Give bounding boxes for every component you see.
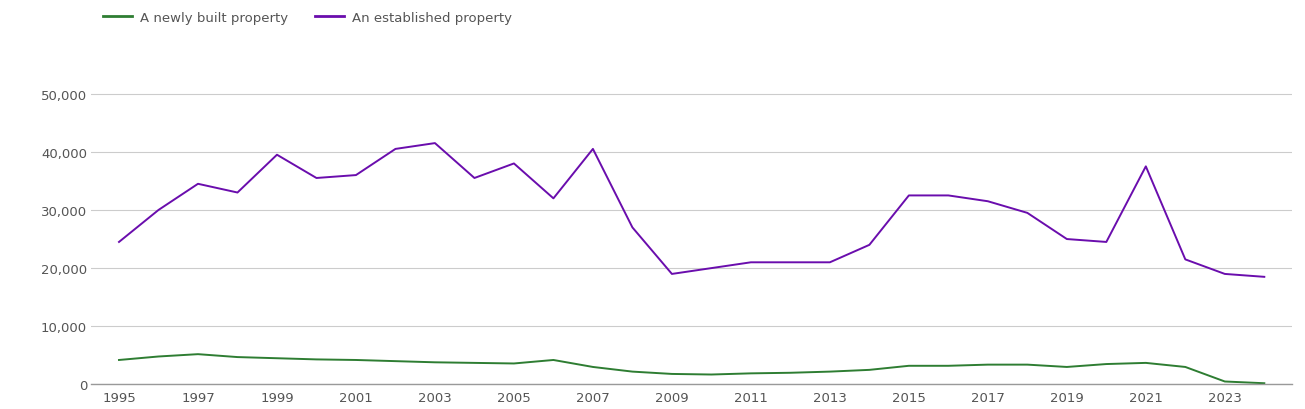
A newly built property [388,359,403,364]
An established property [743,260,758,265]
A newly built property [1218,379,1233,384]
An established property [230,191,245,196]
An established property [783,260,799,265]
A newly built property [861,368,877,373]
An established property [1177,257,1193,262]
A newly built property [664,371,680,376]
A newly built property [1257,381,1272,386]
An established property [388,147,403,152]
An established property [1138,164,1154,169]
An established property [427,141,442,146]
A newly built property [150,354,166,359]
An established property [150,208,166,213]
Line: An established property: An established property [119,144,1265,277]
A newly built property [348,357,364,362]
An established property [1019,211,1035,216]
A newly built property [1138,361,1154,366]
An established property [703,266,719,271]
An established property [545,196,561,201]
A newly built property [783,371,799,375]
A newly built property [191,352,206,357]
A newly built property [506,361,522,366]
An established property [664,272,680,277]
A newly built property [585,364,600,369]
A newly built property [545,357,561,362]
An established property [1218,272,1233,277]
An established property [941,193,957,198]
A newly built property [900,364,916,369]
An established property [625,225,641,230]
Line: A newly built property: A newly built property [119,354,1265,383]
A newly built property [427,360,442,365]
An established property [269,153,284,158]
A newly built property [743,371,758,376]
A newly built property [230,355,245,360]
An established property [348,173,364,178]
An established property [1099,240,1114,245]
A newly built property [1177,364,1193,369]
An established property [1060,237,1075,242]
A newly built property [1099,362,1114,366]
A newly built property [941,364,957,369]
An established property [309,176,325,181]
A newly built property [980,362,996,367]
A newly built property [269,356,284,361]
A newly built property [309,357,325,362]
An established property [980,199,996,204]
An established property [585,147,600,152]
A newly built property [703,372,719,377]
An established property [191,182,206,187]
An established property [467,176,483,181]
A newly built property [625,369,641,374]
An established property [822,260,838,265]
An established property [111,240,127,245]
An established property [900,193,916,198]
A newly built property [822,369,838,374]
An established property [506,162,522,166]
A newly built property [467,361,483,366]
A newly built property [1060,364,1075,369]
Legend: A newly built property, An established property: A newly built property, An established p… [98,7,517,30]
A newly built property [111,357,127,362]
An established property [1257,275,1272,280]
A newly built property [1019,362,1035,367]
An established property [861,243,877,248]
